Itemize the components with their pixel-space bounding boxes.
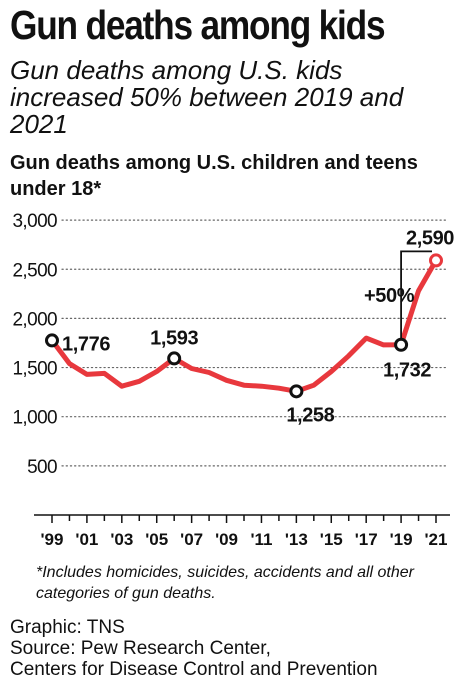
x-tick-label: '13	[285, 530, 308, 549]
x-tick-label: '11	[250, 530, 272, 549]
line-chart: 500 1,000 1,500 2,000 2,500 3,000 '99 '01 '03 '05…	[12, 211, 454, 549]
y-tick-label: 500	[27, 457, 57, 478]
x-tick-label: '21	[425, 530, 448, 549]
data-point-marker	[394, 337, 409, 352]
chart-title: Gun deaths among U.S. children and teens…	[10, 152, 418, 200]
series-line	[49, 257, 439, 394]
page-title: Gun deaths among kids	[10, 2, 386, 48]
y-tick-label: 2,500	[12, 260, 57, 281]
x-tick-label: '15	[320, 530, 343, 549]
point-label: 2,590	[406, 227, 454, 249]
credits: Graphic: TNS Source: Pew Research Center…	[10, 617, 450, 680]
source-line-2: Centers for Disease Control and Preventi…	[10, 659, 378, 680]
x-tick-label: '05	[145, 530, 168, 549]
x-tick-label: '17	[355, 530, 378, 549]
y-tick-label: 2,000	[12, 309, 57, 330]
data-point-marker	[289, 384, 304, 399]
y-tick-label: 1,000	[12, 408, 57, 429]
x-tick-label: '99	[41, 530, 64, 549]
source-line-1: Source: Pew Research Center,	[10, 638, 271, 659]
y-tick-label: 1,500	[12, 359, 57, 380]
footnote: *Includes homicides, suicides, accidents…	[36, 564, 414, 602]
x-tick-label: '19	[390, 530, 413, 549]
increase-annotation: +50%	[364, 285, 415, 307]
page-subtitle: Gun deaths among U.S. kids increased 50%…	[10, 55, 404, 139]
x-tick-label: '01	[75, 530, 98, 549]
data-point-marker	[167, 351, 182, 366]
increase-bracket	[400, 250, 432, 339]
point-label: 1,258	[286, 404, 334, 426]
graphic-credit: Graphic: TNS	[10, 617, 125, 638]
x-tick-label: '07	[180, 530, 203, 549]
y-tick-label: 3,000	[12, 211, 57, 232]
point-label: 1,776	[62, 333, 110, 355]
x-tick-label: '09	[215, 530, 238, 549]
point-label: 1,593	[150, 327, 198, 349]
data-point-marker	[45, 333, 59, 348]
point-label: 1,732	[383, 360, 431, 382]
data-point-marker	[429, 253, 443, 268]
x-tick-label: '03	[110, 530, 133, 549]
